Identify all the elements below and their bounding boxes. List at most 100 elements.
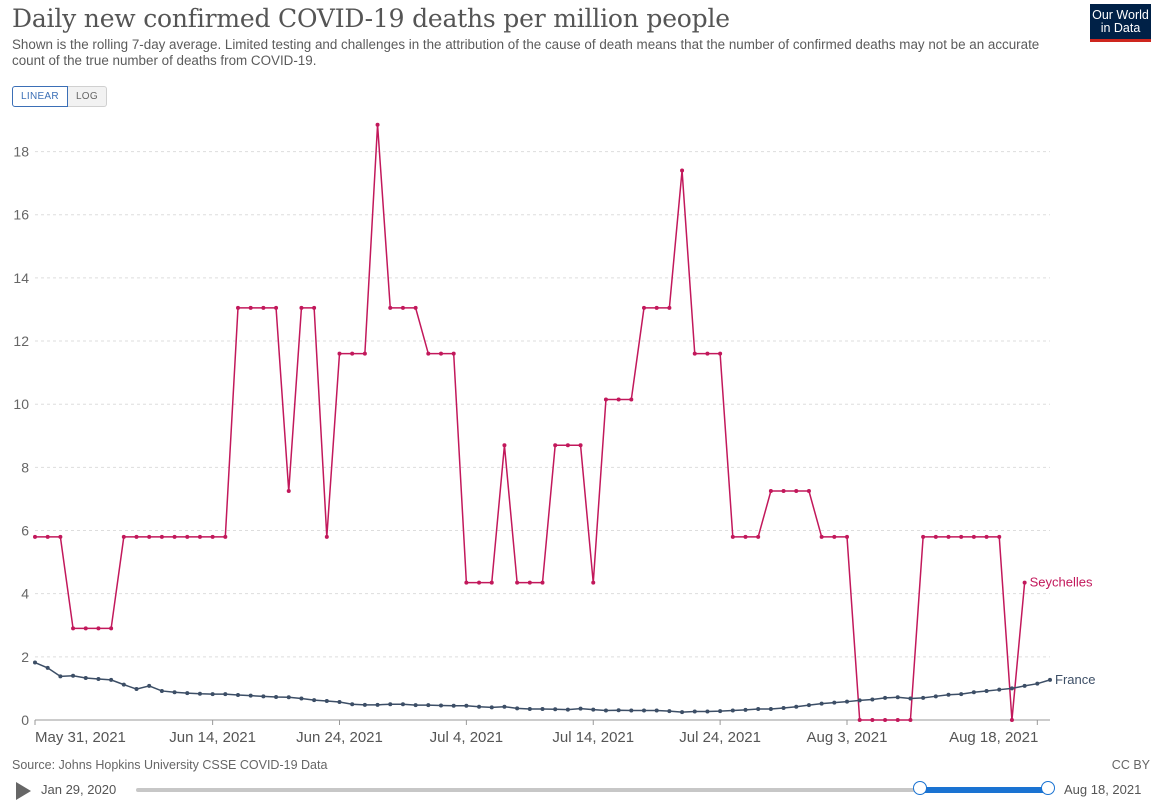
data-point[interactable]: [159, 688, 164, 693]
data-point[interactable]: [375, 702, 380, 707]
data-point[interactable]: [236, 693, 240, 698]
data-point[interactable]: [718, 709, 723, 714]
data-point[interactable]: [286, 489, 291, 494]
owid-logo[interactable]: Our World in Data: [1090, 4, 1151, 42]
data-point[interactable]: [971, 534, 976, 539]
data-point[interactable]: [172, 690, 177, 695]
data-point[interactable]: [895, 695, 900, 700]
data-point[interactable]: [616, 397, 621, 402]
data-point[interactable]: [489, 705, 494, 710]
data-point[interactable]: [312, 698, 317, 703]
data-point[interactable]: [223, 534, 228, 539]
data-point[interactable]: [756, 534, 761, 539]
data-point[interactable]: [413, 703, 418, 708]
data-point[interactable]: [185, 534, 190, 539]
data-point[interactable]: [464, 703, 469, 708]
timeline-start-handle[interactable]: [913, 781, 927, 795]
data-point[interactable]: [274, 694, 279, 699]
data-point[interactable]: [616, 708, 621, 713]
series-seychelles[interactable]: [33, 122, 1027, 722]
data-point[interactable]: [426, 703, 431, 708]
linear-scale-button[interactable]: LINEAR: [12, 86, 68, 107]
data-point[interactable]: [274, 305, 279, 310]
data-point[interactable]: [477, 580, 482, 585]
data-point[interactable]: [781, 706, 786, 710]
data-point[interactable]: [58, 674, 63, 679]
data-point[interactable]: [781, 489, 786, 494]
data-point[interactable]: [362, 351, 367, 356]
data-point[interactable]: [933, 694, 938, 699]
data-point[interactable]: [312, 305, 317, 310]
data-point[interactable]: [1022, 683, 1027, 688]
data-point[interactable]: [870, 718, 875, 722]
data-point[interactable]: [997, 687, 1002, 692]
data-point[interactable]: [946, 534, 951, 539]
data-point[interactable]: [921, 695, 926, 700]
timeline-end-handle[interactable]: [1041, 781, 1055, 795]
data-point[interactable]: [121, 682, 126, 687]
data-point[interactable]: [515, 580, 520, 585]
data-point[interactable]: [768, 706, 773, 711]
data-point[interactable]: [527, 580, 532, 585]
data-point[interactable]: [527, 706, 532, 711]
data-point[interactable]: [71, 673, 76, 678]
data-point[interactable]: [324, 534, 329, 539]
data-point[interactable]: [794, 489, 799, 494]
data-point[interactable]: [565, 443, 570, 448]
data-point[interactable]: [223, 692, 228, 697]
data-point[interactable]: [388, 305, 393, 310]
data-point[interactable]: [451, 351, 456, 356]
data-point[interactable]: [819, 701, 824, 706]
data-point[interactable]: [908, 696, 913, 701]
data-point[interactable]: [1022, 580, 1027, 585]
data-point[interactable]: [121, 534, 126, 539]
data-point[interactable]: [743, 534, 748, 539]
data-point[interactable]: [1048, 677, 1052, 682]
data-point[interactable]: [261, 694, 266, 699]
data-point[interactable]: [642, 708, 646, 713]
data-point[interactable]: [58, 534, 63, 539]
data-point[interactable]: [959, 692, 964, 697]
data-point[interactable]: [883, 695, 888, 700]
data-point[interactable]: [845, 699, 849, 704]
data-point[interactable]: [654, 305, 659, 310]
data-point[interactable]: [185, 691, 190, 696]
data-point[interactable]: [984, 688, 989, 693]
data-point[interactable]: [553, 443, 558, 448]
data-point[interactable]: [667, 305, 672, 310]
data-point[interactable]: [680, 168, 685, 173]
data-point[interactable]: [413, 305, 418, 310]
data-point[interactable]: [451, 703, 456, 708]
data-point[interactable]: [642, 305, 646, 310]
data-point[interactable]: [147, 683, 152, 688]
data-point[interactable]: [45, 534, 50, 539]
data-point[interactable]: [997, 534, 1002, 539]
data-point[interactable]: [502, 443, 507, 448]
data-point[interactable]: [159, 534, 164, 539]
data-point[interactable]: [946, 692, 951, 697]
data-point[interactable]: [477, 704, 482, 709]
data-point[interactable]: [337, 700, 342, 704]
data-point[interactable]: [629, 708, 634, 713]
data-point[interactable]: [96, 626, 101, 631]
data-point[interactable]: [603, 708, 608, 713]
data-point[interactable]: [870, 697, 875, 702]
data-point[interactable]: [933, 534, 938, 539]
data-point[interactable]: [147, 534, 152, 539]
data-point[interactable]: [857, 718, 862, 722]
data-point[interactable]: [540, 580, 545, 585]
data-point[interactable]: [33, 660, 37, 665]
series-label[interactable]: France: [1055, 672, 1095, 687]
data-point[interactable]: [400, 305, 405, 310]
data-point[interactable]: [832, 534, 837, 539]
series-label[interactable]: Seychelles: [1030, 575, 1093, 590]
series-line[interactable]: [34, 661, 1051, 713]
data-point[interactable]: [794, 704, 799, 709]
data-point[interactable]: [350, 351, 355, 356]
data-point[interactable]: [299, 696, 304, 701]
data-point[interactable]: [971, 690, 976, 695]
data-point[interactable]: [553, 707, 558, 712]
data-point[interactable]: [197, 534, 202, 539]
data-point[interactable]: [591, 580, 596, 585]
data-point[interactable]: [768, 489, 773, 494]
